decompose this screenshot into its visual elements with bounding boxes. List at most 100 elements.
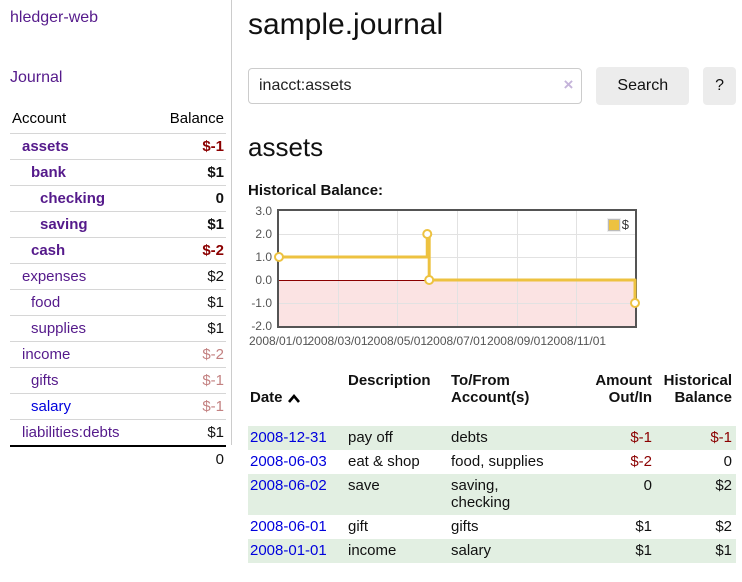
account-link[interactable]: checking (40, 190, 106, 207)
transaction-amount: $-1 (630, 429, 652, 446)
data-point-marker (630, 298, 640, 308)
account-balance: $-1 (151, 133, 226, 160)
y-axis-tick: -1.0 (251, 296, 272, 310)
x-axis-tick: 2008/11/01 (546, 334, 607, 348)
balance-chart: 3.0 2.0 1.0 0.0 -1.0 -2.0 2008/01/01 2008/03/01… (249, 204, 640, 349)
chart-title: Historical Balance: (248, 182, 384, 199)
y-axis-tick: -2.0 (251, 319, 272, 333)
account-link[interactable]: liabilities:debts (22, 424, 120, 441)
transaction-date-link[interactable]: 2008-06-01 (250, 518, 327, 535)
account-row: salary $-1 (10, 393, 226, 420)
account-balance: $-1 (151, 367, 226, 394)
column-header-amount: Amount Out/In (595, 372, 652, 406)
data-point-marker (274, 252, 284, 262)
account-row: saving $1 (10, 211, 226, 238)
account-link[interactable]: expenses (22, 268, 87, 285)
search-form: × Search ? (248, 67, 736, 105)
x-axis-tick: 2008/09/01 (486, 334, 547, 348)
search-button[interactable]: Search (596, 67, 690, 105)
accounts-table: Account Balance assets $-1 bank $1 checking 0… (10, 107, 226, 472)
transaction-description: gift (348, 518, 369, 535)
balance-line (274, 229, 640, 308)
transaction-description: income (348, 542, 397, 559)
account-balance: 0 (151, 185, 226, 212)
x-axis-tick: 2008/05/01 (366, 334, 428, 348)
v-gridline (576, 211, 578, 326)
account-link[interactable]: gifts (31, 372, 59, 389)
transaction-row: 2008-06-02 save saving, checking 0 $2 (248, 474, 736, 515)
account-balance: $1 (151, 419, 226, 446)
account-row: supplies $1 (10, 315, 226, 342)
account-row: income $-2 (10, 341, 226, 368)
y-axis-tick: 3.0 (255, 204, 272, 218)
transaction-balance: $2 (715, 518, 732, 535)
account-link[interactable]: food (31, 294, 61, 311)
v-gridline (456, 211, 458, 326)
account-balance: $1 (151, 315, 226, 342)
transaction-description: pay off (348, 429, 393, 446)
clear-search-icon[interactable]: × (563, 75, 574, 94)
chart-plot-area: 3.0 2.0 1.0 0.0 -1.0 -2.0 2008/01/01 2008/03/01… (249, 204, 640, 348)
transaction-accounts: food, supplies (451, 453, 544, 470)
accounts-total-row: 0 (10, 445, 226, 472)
account-balance: $1 (151, 289, 226, 316)
account-link[interactable]: bank (31, 164, 67, 181)
account-row: food $1 (10, 289, 226, 316)
transaction-row: 2008-06-03 eat & shop food, supplies $-2 0 (248, 450, 736, 474)
account-row: expenses $2 (10, 263, 226, 290)
accounts-header-account: Account (10, 107, 152, 134)
transaction-description: eat & shop (348, 453, 420, 470)
transaction-row: 2008-01-01 income salary $1 $1 (248, 539, 736, 563)
data-point-marker (424, 275, 435, 285)
transaction-amount: $1 (635, 518, 652, 535)
help-button[interactable]: ? (703, 67, 736, 105)
account-link[interactable]: saving (40, 216, 88, 233)
transaction-balance: $1 (715, 542, 732, 559)
account-link[interactable]: assets (22, 138, 69, 155)
transaction-amount: 0 (643, 477, 652, 494)
transaction-date-link[interactable]: 2008-12-31 (250, 429, 327, 446)
data-point-marker (422, 229, 433, 239)
y-axis-tick: 2.0 (255, 227, 272, 241)
account-row: gifts $-1 (10, 367, 226, 394)
account-heading: assets (248, 132, 324, 162)
column-header-date[interactable]: Date (248, 370, 346, 426)
page-title: sample.journal (248, 8, 444, 41)
account-row: liabilities:debts $1 (10, 419, 226, 446)
account-balance: $-1 (151, 393, 226, 420)
transaction-accounts: salary (451, 542, 492, 559)
account-link[interactable]: supplies (31, 320, 87, 337)
account-link[interactable]: cash (31, 242, 66, 259)
y-axis-tick: 1.0 (255, 250, 272, 264)
account-link[interactable]: income (22, 346, 71, 363)
transaction-balance: $2 (715, 477, 732, 494)
transaction-accounts: debts (451, 429, 488, 446)
transactions-table: Date Description To/From Account(s) Amou… (248, 370, 736, 563)
sidebar: hledger-web Journal Account Balance asse… (0, 0, 232, 472)
accounts-total: 0 (151, 445, 226, 472)
search-input[interactable] (248, 68, 583, 104)
accounts-header-balance: Balance (151, 107, 226, 134)
journal-link[interactable]: Journal (10, 69, 63, 86)
transaction-balance: 0 (723, 453, 732, 470)
transaction-date-link[interactable]: 2008-06-02 (250, 477, 327, 494)
legend-swatch-icon (607, 218, 620, 231)
account-balance: $1 (151, 211, 226, 238)
account-row: bank $1 (10, 159, 226, 186)
legend-label: $ (621, 217, 629, 232)
account-balance: $-2 (151, 341, 226, 368)
transaction-date-link[interactable]: 2008-06-03 (250, 453, 327, 470)
account-balance: $1 (151, 159, 226, 186)
account-balance: $-2 (151, 237, 226, 264)
transaction-accounts: gifts (451, 518, 479, 535)
transaction-accounts: saving, checking (451, 477, 511, 511)
chart-legend: $ (606, 216, 630, 233)
transaction-date-link[interactable]: 2008-01-01 (250, 542, 327, 559)
column-header-description: Description (348, 372, 431, 389)
transaction-description: save (348, 477, 380, 494)
app-title-link[interactable]: hledger-web (10, 9, 99, 26)
transaction-amount: $-2 (630, 453, 652, 470)
x-axis-tick: 2008/01/01 (248, 334, 310, 348)
account-link[interactable]: salary (31, 398, 72, 415)
transaction-row: 2008-12-31 pay off debts $-1 $-1 (248, 426, 736, 450)
